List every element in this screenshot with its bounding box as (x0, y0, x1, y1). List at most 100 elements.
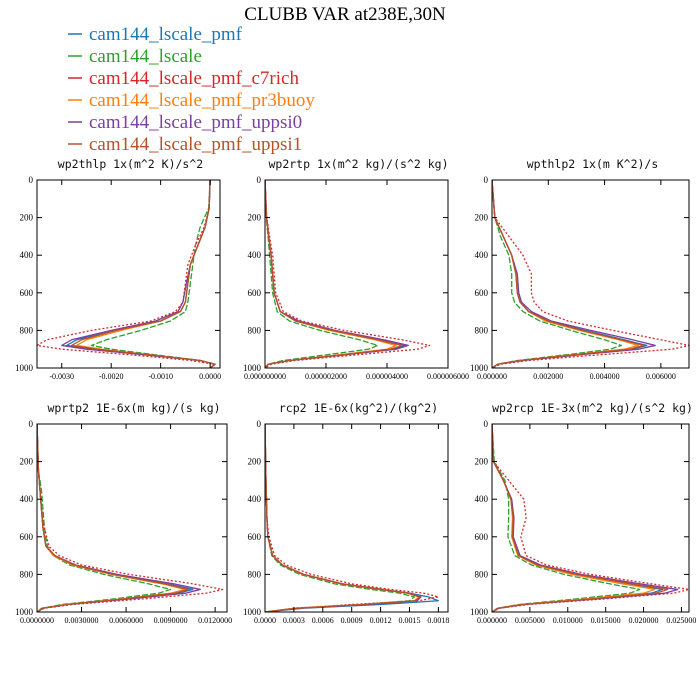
series-line-cam144_lscale_pmf_uppsi1 (37, 424, 190, 612)
legend-entry: cam144_lscale_pmf_uppsi1 (68, 134, 302, 155)
x-tick-label: 0.0090000 (154, 616, 188, 625)
y-tick-label: 0 (257, 175, 262, 185)
plot-frame (36, 179, 221, 369)
chart-panels: wp2thlp 1x(m^2 K)/s^2 0 200 400 600 800 1000 -0… (15, 157, 696, 625)
y-tick-label: 600 (475, 532, 489, 542)
y-tick-label: 1000 (470, 363, 489, 373)
x-tick-label: 0.0060000 (109, 616, 143, 625)
legend-label: cam144_lscale_pmf_c7rich (89, 68, 299, 89)
y-tick-label: 200 (248, 457, 262, 467)
panel-3: wpthlp2 1x(m K^2)/s020040060080010000.00… (470, 157, 690, 381)
plot-frame (491, 179, 690, 369)
y-tick-label: 1000 (15, 363, 34, 373)
y-tick-label: 200 (20, 213, 34, 223)
panel-1: wp2thlp 1x(m^2 K)/s^2 0 200 400 600 800 1000 -0… (15, 157, 221, 381)
series-line-cam144_lscale_pmf (265, 424, 440, 612)
series-line-cam144_lscale_pmf_uppsi1 (492, 424, 669, 612)
panel-2: wp2rtp 1x(m^2 kg)/(s^2 kg) 0 200 400 600 800 1… (243, 157, 469, 381)
series-line-cam144_lscale_pmf (37, 424, 194, 612)
series-line-cam144_lscale_pmf_uppsi0 (265, 180, 410, 368)
series-line-cam144_lscale (37, 424, 172, 612)
legend-label: cam144_lscale_pmf_uppsi0 (89, 112, 302, 133)
plot-frame (491, 423, 690, 613)
y-tick-label: 400 (248, 250, 262, 260)
y-tick-label: 0 (29, 419, 34, 429)
y-tick-label: 0 (484, 175, 489, 185)
plot-frame (264, 423, 449, 613)
y-tick-label: 0 (257, 419, 262, 429)
y-tick-label: 400 (20, 250, 34, 260)
x-tick-label: 0.0015 (398, 616, 420, 625)
legend-entry: cam144_lscale_pmf_c7rich (68, 68, 299, 89)
x-tick-label: 0.002000 (533, 372, 563, 381)
y-tick-label: 200 (475, 457, 489, 467)
y-tick-label: 1000 (15, 607, 34, 617)
x-tick-label: 0.000000000 (244, 372, 286, 381)
y-tick-label: 400 (475, 250, 489, 260)
x-tick-label: 0.004000 (590, 372, 620, 381)
series-group (492, 180, 689, 368)
y-tick-label: 800 (475, 569, 489, 579)
x-tick-label: 0.000000 (477, 372, 507, 381)
y-tick-label: 200 (248, 213, 262, 223)
legend: cam144_lscale_pmfcam144_lscalecam144_lsc… (68, 24, 315, 155)
series-line-cam144_lscale_pmf_c7rich (37, 180, 216, 368)
y-tick-label: 600 (20, 532, 34, 542)
panel-title: wp2rcp 1E-3x(m^2 kg)/(s^2 kg) (492, 401, 693, 415)
series-group (492, 424, 689, 612)
panel-title: wp2thlp 1x(m^2 K)/s^2 (58, 157, 203, 171)
series-group (37, 424, 224, 612)
x-tick-label: 0.000002000 (305, 372, 347, 381)
y-tick-label: 200 (20, 457, 34, 467)
x-tick-label: 0.0012 (370, 616, 392, 625)
panel-4: wprtp2 1E-6x(m kg)/(s kg) 0 200 400 600 800 10… (15, 401, 232, 625)
legend-entry: cam144_lscale_pmf_uppsi0 (68, 112, 302, 133)
panel-title: wprtp2 1E-6x(m kg)/(s kg) (47, 401, 220, 415)
y-tick-label: 400 (475, 494, 489, 504)
x-tick-label: 0.006000 (646, 372, 676, 381)
y-tick-label: 0 (29, 175, 34, 185)
series-line-cam144_lscale (265, 180, 379, 368)
legend-label: cam144_lscale_pmf_uppsi1 (89, 134, 302, 155)
series-line-cam144_lscale_pmf_uppsi0 (37, 424, 201, 612)
x-tick-label: 0.025000 (666, 616, 696, 625)
y-tick-label: 400 (20, 494, 34, 504)
legend-entry: cam144_lscale_pmf_pr3buoy (68, 90, 315, 111)
legend-label: cam144_lscale_pmf_pr3buoy (89, 90, 315, 111)
series-line-cam144_lscale_pmf_c7rich (265, 180, 431, 368)
series-line-cam144_lscale_pmf_c7rich (37, 424, 224, 612)
x-tick-label: 0.010000 (553, 616, 583, 625)
x-tick-label: 0.0000 (199, 372, 221, 381)
series-line-cam144_lscale_pmf_c7rich (492, 180, 689, 368)
panel-title: wpthlp2 1x(m K^2)/s (527, 157, 659, 171)
series-line-cam144_lscale_pmf_uppsi1 (265, 180, 403, 368)
series-group (265, 180, 431, 368)
series-line-cam144_lscale_pmf_uppsi1 (265, 424, 421, 612)
y-tick-label: 600 (475, 288, 489, 298)
series-group (37, 180, 216, 368)
y-tick-label: 600 (248, 532, 262, 542)
series-line-cam144_lscale_pmf_uppsi0 (492, 424, 679, 612)
series-line-cam144_lscale_pmf_c7rich (492, 424, 689, 612)
y-tick-label: 200 (475, 213, 489, 223)
series-line-cam144_lscale (492, 180, 623, 368)
x-tick-label: 0.0006 (312, 616, 334, 625)
x-tick-label: 0.0000 (254, 616, 276, 625)
x-tick-label: 0.020000 (629, 616, 659, 625)
x-tick-label: 0.0000000 (20, 616, 54, 625)
panel-title: wp2rtp 1x(m^2 kg)/(s^2 kg) (268, 157, 448, 171)
y-tick-label: 1000 (243, 607, 262, 617)
legend-label: cam144_lscale (89, 46, 202, 67)
x-tick-label: 0.000000 (477, 616, 507, 625)
y-tick-label: 800 (475, 325, 489, 335)
x-tick-label: 0.005000 (515, 616, 545, 625)
y-tick-label: 800 (20, 325, 34, 335)
x-tick-label: 0.015000 (591, 616, 621, 625)
y-tick-label: 0 (484, 419, 489, 429)
x-tick-label: -0.0020 (99, 372, 124, 381)
x-tick-label: 0.0009 (341, 616, 363, 625)
x-tick-label: 0.000006000 (427, 372, 469, 381)
series-line-cam144_lscale (90, 180, 216, 368)
y-tick-label: 800 (20, 569, 34, 579)
y-tick-label: 600 (248, 288, 262, 298)
